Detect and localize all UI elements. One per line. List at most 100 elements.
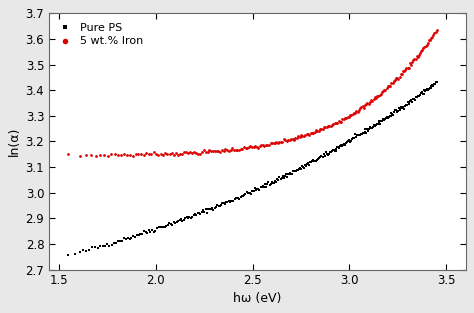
Pure PS [310,157,317,162]
Pure PS [402,102,410,107]
Pure PS [72,251,79,256]
5 wt.% Iron [166,151,173,156]
5 wt.% Iron [120,152,128,157]
Pure PS [279,174,287,179]
5 wt.% Iron [366,99,374,104]
Pure PS [410,97,418,102]
Pure PS [319,154,326,159]
5 wt.% Iron [251,144,259,149]
Pure PS [79,247,87,252]
Pure PS [429,83,437,88]
Pure PS [271,178,279,183]
5 wt.% Iron [289,136,296,141]
Pure PS [404,99,411,104]
Pure PS [155,225,162,230]
5 wt.% Iron [422,43,429,48]
5 wt.% Iron [159,153,167,158]
Pure PS [350,135,358,140]
5 wt.% Iron [363,101,370,106]
5 wt.% Iron [145,151,153,156]
Pure PS [392,108,400,113]
Pure PS [230,199,237,204]
5 wt.% Iron [320,125,328,130]
Pure PS [232,196,240,201]
5 wt.% Iron [401,69,408,74]
5 wt.% Iron [381,87,388,92]
5 wt.% Iron [259,143,267,148]
Pure PS [228,198,236,203]
Pure PS [207,207,215,212]
5 wt.% Iron [384,84,392,89]
Pure PS [215,204,222,209]
5 wt.% Iron [359,103,366,108]
5 wt.% Iron [301,132,309,137]
Pure PS [304,161,312,166]
5 wt.% Iron [319,126,327,131]
5 wt.% Iron [234,147,241,152]
5 wt.% Iron [354,109,361,114]
Pure PS [257,184,264,189]
Pure PS [326,150,333,155]
5 wt.% Iron [256,143,264,148]
Pure PS [293,167,301,172]
Pure PS [352,134,360,139]
Pure PS [311,159,319,164]
Pure PS [258,184,265,189]
5 wt.% Iron [283,138,291,143]
Pure PS [126,237,133,242]
5 wt.% Iron [328,122,336,127]
Pure PS [180,217,188,222]
Pure PS [314,158,321,163]
5 wt.% Iron [329,122,337,127]
Pure PS [416,92,424,97]
Pure PS [376,119,383,124]
Pure PS [213,203,221,208]
5 wt.% Iron [360,105,367,110]
5 wt.% Iron [262,143,270,148]
Pure PS [177,217,185,222]
Pure PS [194,211,201,216]
5 wt.% Iron [342,115,350,120]
5 wt.% Iron [155,152,162,157]
5 wt.% Iron [368,99,376,104]
Pure PS [225,198,232,203]
Pure PS [99,244,106,249]
Pure PS [191,211,199,216]
Pure PS [101,243,109,248]
Pure PS [408,97,415,102]
5 wt.% Iron [164,151,171,156]
Pure PS [351,131,359,136]
Pure PS [217,203,225,208]
Pure PS [356,133,364,138]
5 wt.% Iron [292,135,299,140]
5 wt.% Iron [324,123,332,128]
Pure PS [380,118,388,123]
Pure PS [103,242,111,247]
5 wt.% Iron [215,149,222,154]
Pure PS [401,107,408,112]
5 wt.% Iron [192,151,200,156]
5 wt.% Iron [388,81,395,86]
Pure PS [366,125,374,130]
5 wt.% Iron [230,147,238,152]
5 wt.% Iron [310,130,317,135]
5 wt.% Iron [300,133,308,138]
5 wt.% Iron [170,152,178,157]
Pure PS [367,125,375,130]
Pure PS [387,113,394,118]
5 wt.% Iron [397,72,404,77]
Pure PS [316,155,323,160]
5 wt.% Iron [365,101,373,106]
5 wt.% Iron [394,76,402,81]
5 wt.% Iron [374,93,381,98]
5 wt.% Iron [424,40,432,45]
Pure PS [307,160,314,165]
5 wt.% Iron [227,147,234,152]
5 wt.% Iron [337,119,345,124]
Pure PS [282,172,290,177]
5 wt.% Iron [267,141,274,146]
5 wt.% Iron [402,65,410,70]
Pure PS [199,208,207,213]
Pure PS [363,130,370,135]
5 wt.% Iron [200,148,208,153]
